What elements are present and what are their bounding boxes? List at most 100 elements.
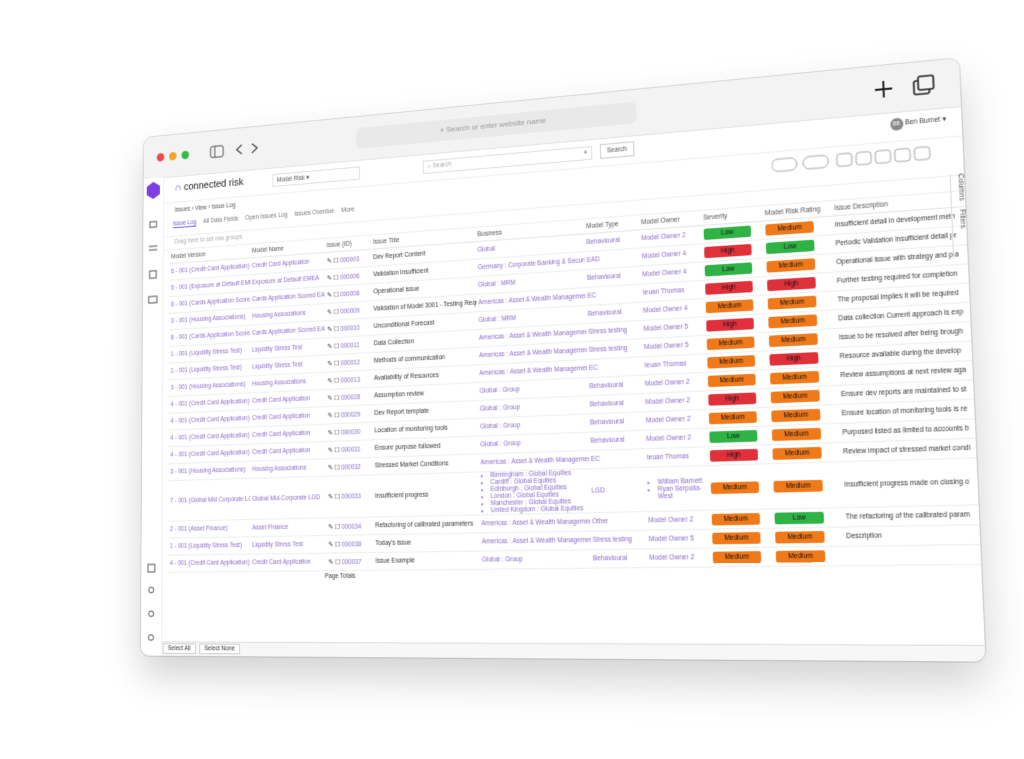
model: Asset Finance [252, 524, 289, 532]
issue-id[interactable]: 000031 [341, 446, 361, 454]
cell-model: Global Mid-Corporate LGD [250, 476, 327, 520]
cell-business: Birmingham : Global EquitiesCardiff : Gl… [478, 468, 591, 515]
rating-badge: Medium [775, 550, 826, 563]
business: Global : Group [479, 404, 521, 413]
cell-title: Refactoring of calibrated parameters [373, 514, 480, 535]
search-button[interactable]: Search [599, 141, 635, 160]
type: Stress testing [592, 536, 633, 544]
max-dot[interactable] [181, 150, 189, 160]
severity-badge: Medium [707, 355, 756, 369]
issue-id[interactable]: 000037 [341, 558, 362, 566]
tab-icons[interactable] [875, 73, 941, 102]
title: Availability of Resources [374, 372, 439, 382]
owner: Model Owner 2 [649, 554, 695, 562]
cell-type: Stress testing [590, 530, 647, 550]
severity-badge: High [705, 280, 753, 295]
business: Global : Group [481, 556, 523, 564]
issue-id[interactable]: 000011 [340, 341, 360, 350]
side-tab[interactable]: Filters [957, 208, 967, 229]
model: Housing Associations [252, 310, 306, 320]
cell-model: Credit Card Application [250, 553, 327, 572]
model: Liquidity Stress Test [252, 361, 303, 371]
issue-id[interactable]: 000038 [341, 540, 362, 549]
crumb[interactable]: Issue Log [211, 202, 236, 211]
search-placeholder: Search [432, 161, 452, 170]
tab[interactable]: More [341, 206, 355, 215]
tab[interactable]: All Data Fields [203, 215, 239, 226]
type: EC [590, 455, 600, 464]
description: Data collection Current approach is exp [838, 308, 964, 323]
title: Unconditional Forecast [373, 319, 435, 330]
rating-badge: Medium [773, 479, 823, 493]
model: Exposure at Default EMEA [252, 275, 320, 287]
title: Stressed Market Conditions [374, 460, 449, 470]
issue-id[interactable]: 000029 [340, 411, 361, 419]
issue-id[interactable]: 000030 [340, 428, 361, 437]
side-tab[interactable]: Columns [956, 173, 966, 201]
cell-owner: Model Owner 5 [646, 529, 711, 549]
owner-item: Ryan Serpolla-West [658, 484, 708, 500]
business: Global : MRM [478, 314, 517, 325]
issue-id[interactable]: 000009 [340, 307, 360, 316]
cell-rating: Medium [769, 423, 841, 445]
cell-version: 4 - 001 (Credit Card Application) [168, 554, 251, 573]
issue-id[interactable]: 000012 [340, 359, 361, 367]
tab[interactable]: Open Issues Log [245, 211, 288, 222]
cell-rating: Medium [772, 526, 845, 548]
version: 5 - 001 (Exposure at Default EMEA) [171, 279, 251, 292]
user-name: Ben Burnet [904, 116, 941, 127]
cell-description: Insufficient progress made on closing o [841, 456, 986, 508]
title: Methods of communication [373, 354, 446, 365]
select-none[interactable]: Select None [199, 643, 241, 655]
description: Operational issue with strategy and pla [836, 251, 959, 267]
cell-business: Global : Group [479, 549, 592, 570]
min-dot[interactable] [169, 151, 177, 161]
issue-id[interactable]: 000034 [341, 523, 362, 531]
title: Issue Example [375, 557, 415, 565]
brand[interactable]: ∩ connected risk [174, 176, 244, 194]
business: Americas : Asset & Wealth Management [481, 536, 591, 546]
nav-icons[interactable] [210, 140, 261, 159]
model: Liquidity Stress Test [252, 541, 303, 549]
issue-id[interactable]: 000010 [340, 324, 360, 333]
version: 3 - 001 (Housing Associations) [170, 313, 246, 325]
issue-id[interactable]: 000008 [340, 290, 360, 298]
crumb[interactable]: Issues [174, 205, 191, 214]
issue-id[interactable]: 000006 [340, 272, 360, 281]
severity-badge: Low [704, 262, 753, 277]
issue-id[interactable]: 000003 [339, 255, 360, 264]
version: 4 - 001 (Credit Card Application) [170, 415, 250, 425]
select-all[interactable]: Select All [162, 643, 196, 655]
severity-badge: Medium [708, 411, 757, 425]
cell-severity: Medium [709, 528, 774, 549]
sidebar-icons[interactable] [141, 177, 163, 642]
rating-badge: Medium [765, 221, 814, 236]
close-dot[interactable] [156, 152, 165, 162]
type: LGD [591, 486, 605, 495]
cell-model: Housing Associations [250, 458, 327, 479]
type: Behavioural [589, 381, 624, 391]
tab[interactable]: Issue Log [172, 219, 197, 229]
workspace-select[interactable]: Model Risk ▾ [272, 166, 360, 188]
business: Americas : Asset & Wealth Management [479, 346, 587, 360]
description: Ensure dev reports are maintained to st [840, 385, 967, 399]
issue-id[interactable]: 000033 [341, 493, 362, 501]
user[interactable]: BB Ben Burnet ▾ [889, 114, 947, 132]
rating-badge: Medium [770, 389, 820, 404]
title: Assumption review [374, 390, 425, 400]
model: Credit Card Application [252, 558, 311, 567]
issue-id[interactable]: 000013 [340, 376, 361, 384]
model: Credit Card Application [252, 447, 311, 456]
cell-version: 2 - 001 (Asset Finance) [168, 519, 251, 539]
title: Operational issue [373, 285, 420, 296]
issue-id[interactable]: 000032 [341, 463, 361, 471]
owner: Ieuan Thomas [646, 453, 689, 462]
owner: Model Owner 2 [641, 232, 686, 243]
crumb[interactable]: View [195, 204, 207, 212]
owner: Model Owner 5 [648, 535, 694, 544]
business: Americas : Asset & Wealth Management [478, 292, 586, 307]
rating-badge: Medium [767, 295, 817, 310]
version: 4 - 001 (Credit Card Application) [170, 398, 250, 409]
tab[interactable]: Issues Overdue [294, 208, 335, 218]
issue-id[interactable]: 000028 [340, 393, 361, 402]
